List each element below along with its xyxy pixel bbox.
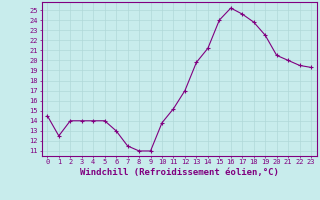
X-axis label: Windchill (Refroidissement éolien,°C): Windchill (Refroidissement éolien,°C)	[80, 168, 279, 177]
